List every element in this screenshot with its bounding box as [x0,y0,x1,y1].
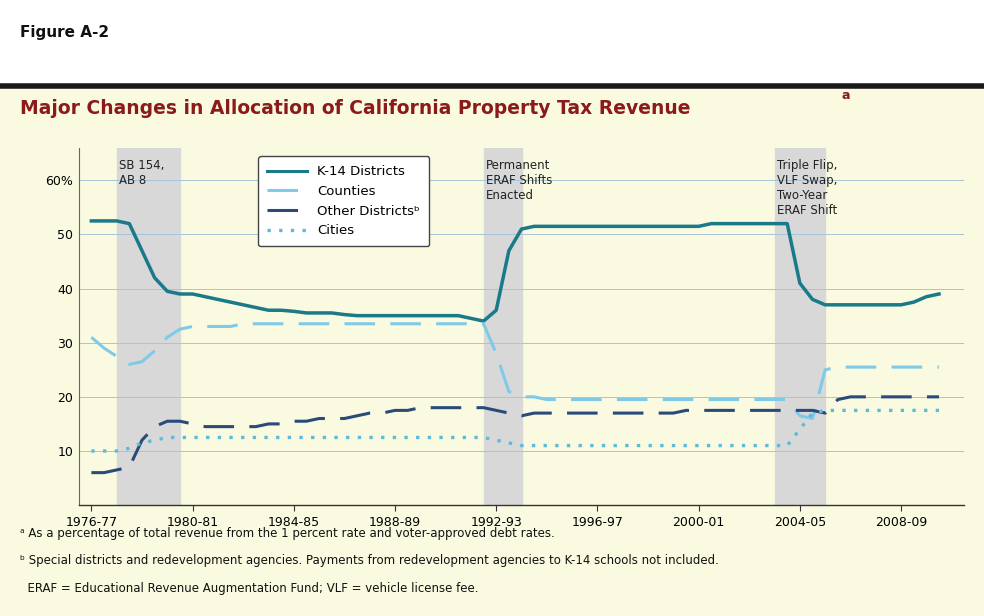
Text: Permanent
ERAF Shifts
Enacted: Permanent ERAF Shifts Enacted [486,159,552,201]
Legend: K-14 Districts, Counties, Other Districtsᵇ, Cities: K-14 Districts, Counties, Other District… [258,156,429,246]
Text: Triple Flip,
VLF Swap,
Two-Year
ERAF Shift: Triple Flip, VLF Swap, Two-Year ERAF Shi… [777,159,837,217]
Text: a: a [841,89,850,102]
Text: Figure A-2: Figure A-2 [20,25,109,39]
Bar [117,148,180,505]
Text: Major Changes in Allocation of California Property Tax Revenue: Major Changes in Allocation of Californi… [20,99,690,118]
Bar [774,148,826,505]
Bar [483,148,522,505]
Text: ᵃ As a percentage of total revenue from the 1 percent rate and voter-approved de: ᵃ As a percentage of total revenue from … [20,527,554,540]
Text: SB 154,
AB 8: SB 154, AB 8 [119,159,164,187]
Text: ᵇ Special districts and redevelopment agencies. Payments from redevelopment agen: ᵇ Special districts and redevelopment ag… [20,554,718,567]
Text: ERAF = Educational Revenue Augmentation Fund; VLF = vehicle license fee.: ERAF = Educational Revenue Augmentation … [20,582,478,595]
